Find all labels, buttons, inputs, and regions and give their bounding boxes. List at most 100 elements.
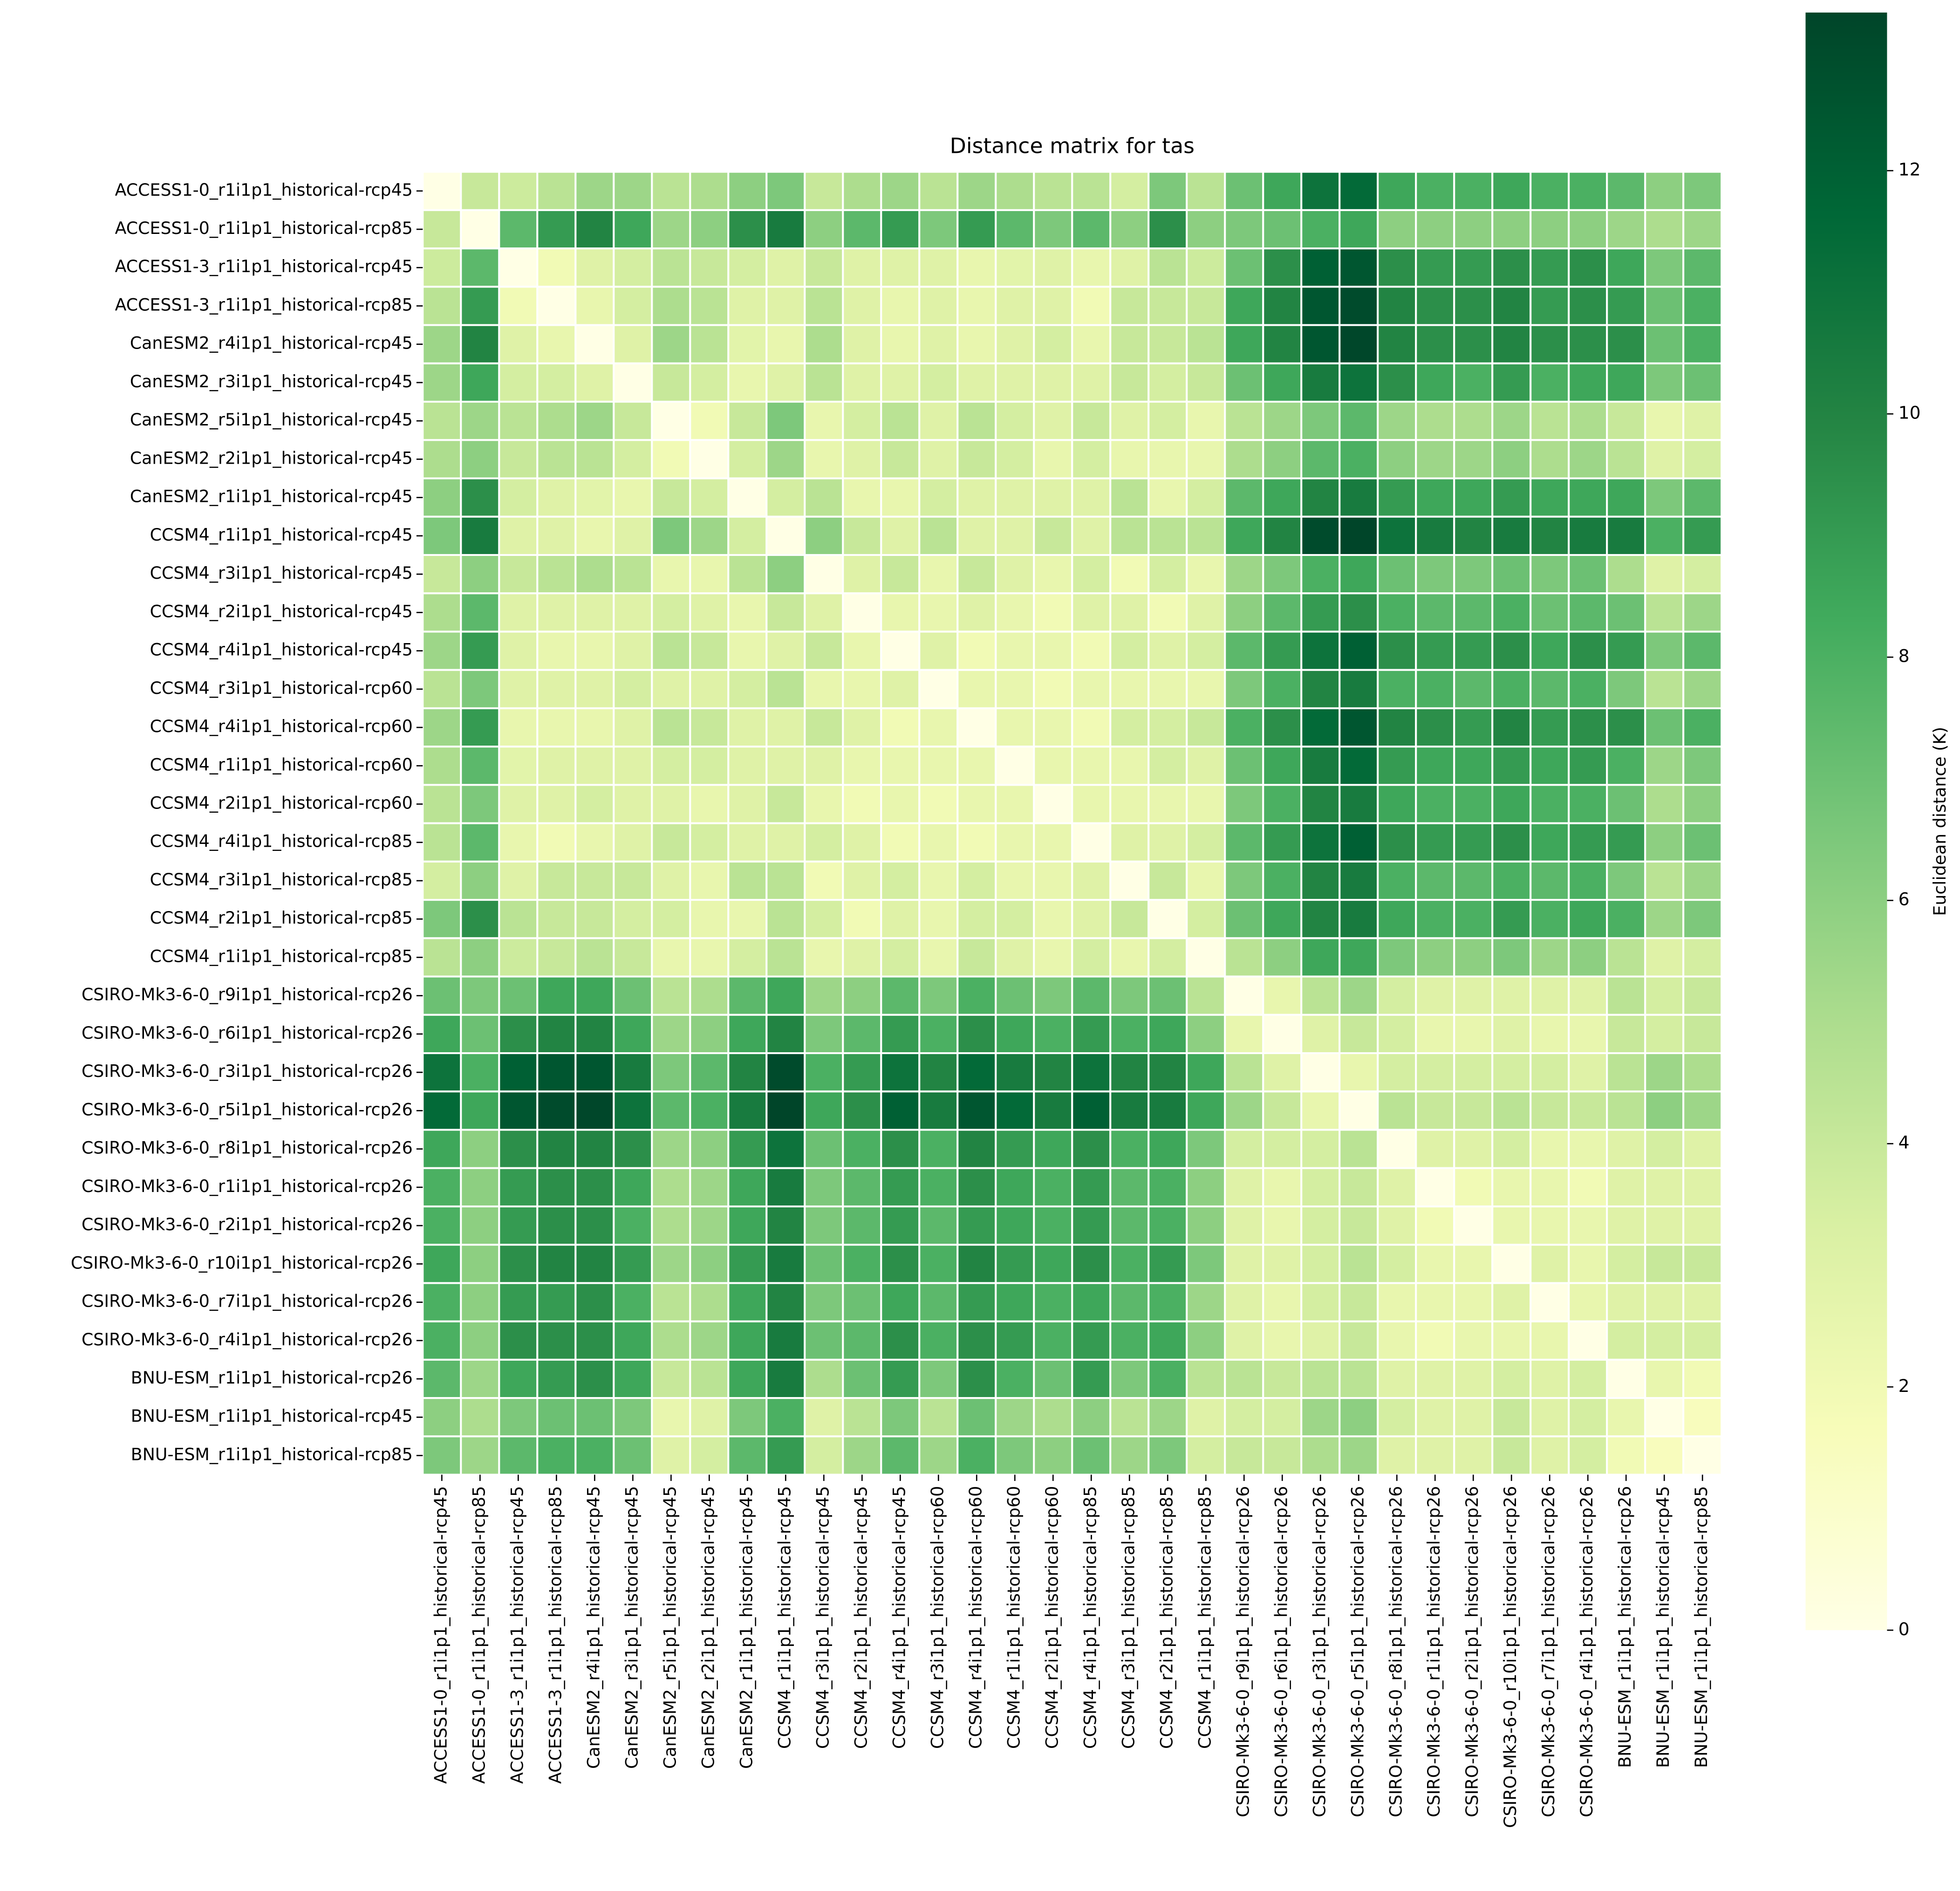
heatmap-cell <box>1109 669 1150 709</box>
heatmap-cell <box>842 209 882 250</box>
y-tick-label: CCSM4_r2i1p1_historical-rcp45 <box>150 601 413 621</box>
heatmap-cell <box>613 1129 653 1169</box>
heatmap-cell <box>460 401 500 441</box>
heatmap-cell <box>1453 209 1494 250</box>
heatmap-cell <box>460 554 500 595</box>
heatmap-cell <box>1224 707 1264 748</box>
heatmap-cell <box>613 630 653 671</box>
heatmap-cell <box>765 554 806 595</box>
heatmap-cell <box>1071 1435 1112 1476</box>
heatmap-cell <box>956 171 997 211</box>
heatmap-cell <box>918 1167 959 1207</box>
heatmap-cell <box>918 515 959 556</box>
heatmap-cell <box>1186 1052 1226 1093</box>
heatmap-cell <box>1033 286 1073 326</box>
heatmap-cell <box>1339 1167 1379 1207</box>
heatmap-cell <box>765 324 806 364</box>
heatmap-cell <box>651 975 691 1016</box>
heatmap-cell <box>1415 1244 1455 1284</box>
heatmap-cell <box>1491 401 1532 441</box>
heatmap-cell <box>1300 439 1341 480</box>
heatmap-cell <box>1033 1167 1073 1207</box>
heatmap-cell <box>1071 707 1112 748</box>
heatmap-cell <box>1644 209 1685 250</box>
heatmap-cell <box>1147 247 1188 288</box>
heatmap-cell <box>536 362 577 403</box>
heatmap-cell <box>1377 286 1417 326</box>
heatmap-cell <box>1530 247 1570 288</box>
heatmap-cell <box>1262 554 1303 595</box>
heatmap-cell <box>1530 1358 1570 1399</box>
heatmap-cell <box>1109 209 1150 250</box>
heatmap-cell <box>498 286 539 326</box>
heatmap-cell <box>1186 1167 1226 1207</box>
heatmap-cell <box>765 746 806 786</box>
y-tick-label: CSIRO-Mk3-6-0_r8i1p1_historical-rcp26 <box>82 1138 413 1158</box>
heatmap-cell <box>1224 401 1264 441</box>
heatmap-cell <box>765 439 806 480</box>
heatmap-cell <box>765 209 806 250</box>
y-tick-label: CCSM4_r3i1p1_historical-rcp60 <box>150 678 413 698</box>
heatmap-cell <box>1453 515 1494 556</box>
heatmap-cell <box>727 592 768 633</box>
heatmap-cell <box>1300 669 1341 709</box>
heatmap-cell <box>1491 1435 1532 1476</box>
heatmap-cell <box>765 630 806 671</box>
heatmap-cell <box>1339 554 1379 595</box>
heatmap-cell <box>1377 937 1417 978</box>
heatmap-cell <box>1530 362 1570 403</box>
heatmap-cell <box>842 1320 882 1361</box>
heatmap-cell <box>613 784 653 824</box>
heatmap-cell <box>1339 286 1379 326</box>
heatmap-cell <box>689 439 730 480</box>
heatmap-cell <box>1262 975 1303 1016</box>
y-tick-label: CanESM2_r2i1p1_historical-rcp45 <box>130 448 413 468</box>
heatmap-cell <box>498 592 539 633</box>
heatmap-cell <box>536 1358 577 1399</box>
heatmap-cell <box>1682 669 1723 709</box>
heatmap-cell <box>498 1052 539 1093</box>
x-tick-label: ACCESS1-3_r1i1p1_historical-rcp45 <box>507 1486 527 1784</box>
heatmap-cell <box>918 1358 959 1399</box>
heatmap-cell <box>995 171 1035 211</box>
heatmap-cell <box>1377 630 1417 671</box>
heatmap-cell <box>651 1205 691 1246</box>
heatmap-cell <box>574 554 615 595</box>
heatmap-cell <box>765 247 806 288</box>
heatmap-cell <box>689 1435 730 1476</box>
heatmap-cell <box>804 822 844 863</box>
heatmap-cell <box>1033 362 1073 403</box>
heatmap-cell <box>422 707 462 748</box>
heatmap-cell <box>651 477 691 518</box>
heatmap-cell <box>956 1090 997 1131</box>
heatmap-cell <box>1453 1358 1494 1399</box>
heatmap-cell <box>995 1282 1035 1322</box>
heatmap-cell <box>536 324 577 364</box>
heatmap-cell <box>1530 477 1570 518</box>
heatmap-cell <box>1033 209 1073 250</box>
heatmap-cell <box>842 1129 882 1169</box>
x-tick-label: BNU-ESM_r1i1p1_historical-rcp85 <box>1691 1486 1711 1768</box>
x-tick-label: BNU-ESM_r1i1p1_historical-rcp26 <box>1615 1486 1635 1768</box>
heatmap-cell <box>1300 592 1341 633</box>
heatmap-cell <box>1033 1282 1073 1322</box>
heatmap-cell <box>1339 822 1379 863</box>
heatmap-cell <box>1109 1435 1150 1476</box>
heatmap-cell <box>1377 401 1417 441</box>
heatmap-cell <box>1415 209 1455 250</box>
heatmap-cell <box>1262 784 1303 824</box>
heatmap-cell <box>498 1205 539 1246</box>
heatmap-cell <box>1224 1167 1264 1207</box>
heatmap-cell <box>1186 171 1226 211</box>
heatmap-cell <box>460 515 500 556</box>
heatmap-cell <box>574 899 615 939</box>
heatmap-cell <box>498 937 539 978</box>
heatmap-cell <box>765 286 806 326</box>
heatmap-cell <box>1415 975 1455 1016</box>
heatmap-cell <box>1377 975 1417 1016</box>
heatmap-cell <box>689 1358 730 1399</box>
heatmap-cell <box>574 592 615 633</box>
heatmap-cell <box>1033 1320 1073 1361</box>
heatmap-cell <box>1071 746 1112 786</box>
heatmap-cell <box>422 554 462 595</box>
